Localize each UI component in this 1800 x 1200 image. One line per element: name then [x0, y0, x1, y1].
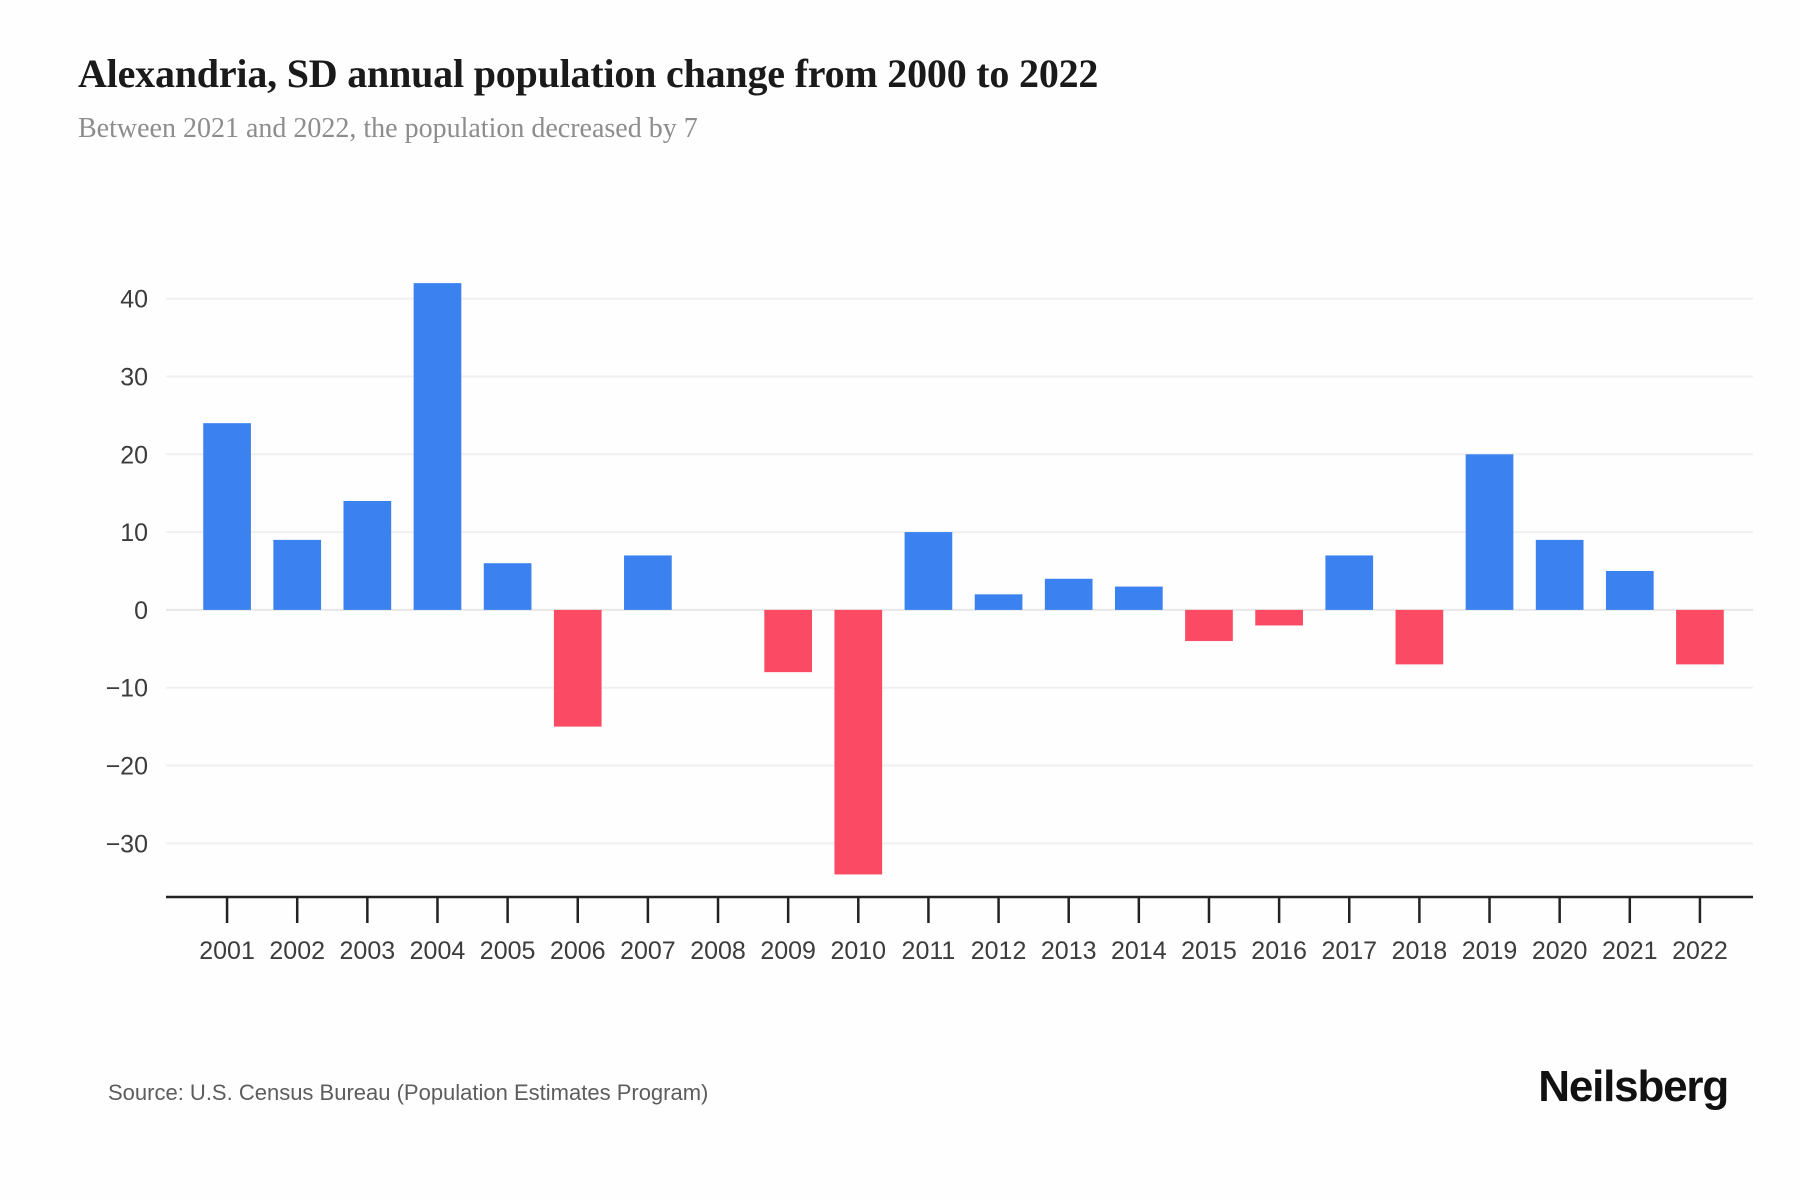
y-tick-label: 10	[120, 519, 148, 547]
x-tick-label: 2010	[830, 937, 886, 965]
bar[interactable]	[1605, 571, 1654, 610]
y-tick-label: −10	[106, 675, 148, 703]
bar[interactable]	[1465, 454, 1514, 610]
x-tick-label: 2020	[1532, 937, 1588, 965]
x-tick-label: 2003	[340, 937, 396, 965]
x-tick-label: 2019	[1462, 937, 1518, 965]
bar[interactable]	[203, 423, 251, 610]
x-tick-label: 2014	[1111, 937, 1167, 965]
x-tick-label: 2015	[1181, 937, 1237, 965]
x-tick-label: 2022	[1672, 937, 1728, 965]
x-tick-label: 2017	[1321, 937, 1377, 965]
y-tick-labels-group: −30 −20 −10 0 10 20 30 40	[106, 286, 148, 859]
x-tick-label: 2006	[550, 937, 606, 965]
source-note: Source: U.S. Census Bureau (Population E…	[108, 1080, 709, 1105]
x-tick-labels-group: 2001 2002 2003 2004 2005 2006 2007 2008 2009 2010…	[199, 937, 1727, 965]
x-tick-label: 2008	[690, 937, 746, 965]
bar[interactable]	[974, 594, 1023, 610]
bar[interactable]	[273, 539, 322, 610]
y-tick-label: −20	[106, 753, 148, 781]
bar[interactable]	[1255, 609, 1303, 626]
bar[interactable]	[553, 609, 602, 727]
bar[interactable]	[1395, 609, 1444, 665]
bar[interactable]	[1535, 539, 1584, 610]
x-tick-label: 2021	[1602, 937, 1658, 965]
bar[interactable]	[1676, 609, 1724, 665]
y-tick-label: −30	[106, 830, 148, 858]
x-tick-label: 2004	[410, 937, 466, 965]
x-tick-label: 2012	[971, 937, 1027, 965]
bar[interactable]	[343, 500, 392, 610]
x-tick-label: 2016	[1251, 937, 1307, 965]
chart-subtitle: Between 2021 and 2022, the population de…	[78, 113, 698, 144]
x-tick-label: 2009	[760, 937, 816, 965]
x-tick-label: 2011	[902, 937, 956, 965]
chart-header: Alexandria, SD annual population change …	[78, 50, 1728, 145]
x-tick-label: 2007	[620, 937, 676, 965]
bar[interactable]	[764, 609, 813, 673]
bar[interactable]	[413, 283, 462, 610]
y-tick-label: 20	[120, 441, 148, 469]
x-axis-group	[166, 895, 1753, 923]
x-tick-label: 2001	[199, 937, 255, 965]
y-tick-label: 0	[134, 597, 148, 625]
bar[interactable]	[624, 555, 672, 610]
bars-group	[203, 283, 1724, 875]
page-title: Alexandria, SD annual population change …	[78, 51, 1099, 96]
x-tick-label: 2005	[480, 937, 536, 965]
y-tick-label: 40	[120, 286, 148, 314]
x-tick-label: 2002	[269, 937, 325, 965]
bar[interactable]	[1114, 586, 1163, 610]
bar[interactable]	[483, 563, 532, 610]
bar[interactable]	[904, 532, 953, 610]
brand-logo: Neilsberg	[1538, 1062, 1729, 1111]
bar[interactable]	[1185, 609, 1233, 642]
bar[interactable]	[1325, 555, 1374, 610]
bar[interactable]	[834, 609, 883, 875]
y-tick-label: 30	[120, 363, 148, 391]
x-tick-label: 2018	[1392, 937, 1448, 965]
gridlines-group	[166, 297, 1753, 845]
x-tick-label: 2013	[1041, 937, 1097, 965]
bar[interactable]	[1044, 578, 1093, 610]
